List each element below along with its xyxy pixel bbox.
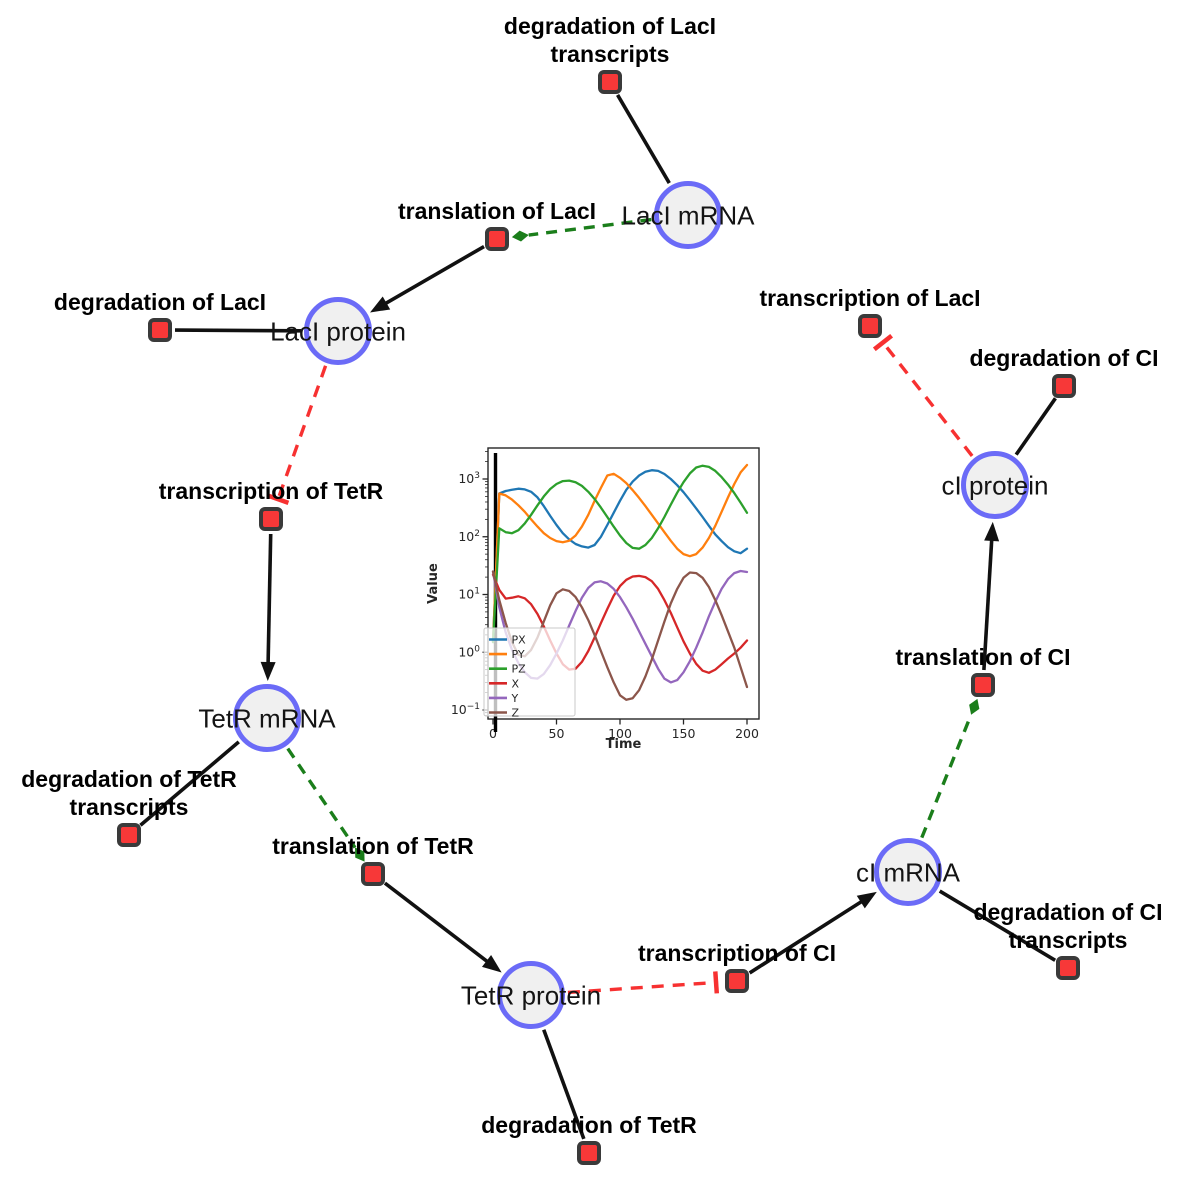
reaction-degradation-of-tetr[interactable] (577, 1141, 601, 1165)
reaction-label-line: transcripts (69, 794, 189, 820)
edge-ci-mrna--translation-of-ci (920, 698, 980, 839)
plot-frame (487, 447, 760, 720)
reaction-label-line: translation of LacI (397, 198, 597, 224)
reaction-label-line: translation of CI (895, 644, 1071, 670)
edge-translation-of-laci--laci-protein (370, 244, 485, 313)
edge-ci-protein--transcription-of-laci (872, 333, 974, 457)
edge-ci-mrna--degradation-of-ci-transcripts (938, 889, 1057, 962)
species-ci-mrna[interactable] (874, 838, 942, 906)
plot-series-PY (491, 463, 749, 644)
reaction-label-degradation-of-ci: degradation of CI (969, 344, 1158, 372)
edge-transcription-of-tetr--tetr-mrna (260, 533, 276, 682)
reaction-label-line: degradation of LacI (53, 289, 267, 315)
reaction-label-degradation-of-laci-transcripts: degradation of LacI transcripts (504, 12, 716, 68)
legend-label-PX: PX (512, 634, 527, 647)
reaction-label-degradation-of-tetr: degradation of TetR (481, 1111, 697, 1139)
edge-tetr-mrna--degradation-of-tetr-transcripts (139, 740, 240, 827)
x-tick-label: 0 (489, 726, 497, 741)
reaction-degradation-of-tetr-transcripts[interactable] (117, 823, 141, 847)
species-label-tetr-protein: TetR protein (460, 980, 602, 1011)
legend-label-Z: Z (512, 707, 520, 720)
legend-label-PZ: PZ (512, 663, 527, 676)
reaction-label-line: transcripts (550, 41, 670, 67)
edge-degradation-of-laci-transcripts--laci-mrna (616, 94, 671, 184)
species-label-laci-mrna: LacI mRNA (621, 200, 755, 231)
reaction-label-degradation-of-tetr-transcripts: degradation of TetR transcripts (21, 765, 237, 821)
species-label-laci-protein: LacI protein (270, 316, 406, 347)
reaction-label-transcription-of-ci: transcription of CI (638, 939, 836, 967)
reaction-label-line: degradation of LacI (503, 13, 717, 39)
edge-tetr-protein--transcription-of-ci (567, 971, 720, 995)
species-label-tetr-mrna: TetR mRNA (198, 703, 336, 734)
reaction-label-translation-of-ci: translation of CI (895, 643, 1070, 671)
x-tick-label: 100 (608, 726, 632, 741)
species-ci-protein[interactable] (961, 451, 1029, 519)
species-label-ci-protein: cI protein (941, 470, 1049, 501)
edge-laci-protein--transcription-of-tetr (266, 365, 328, 506)
reaction-degradation-of-ci-transcripts[interactable] (1056, 956, 1080, 980)
reaction-label-line: transcripts (1008, 927, 1128, 953)
reaction-label-translation-of-laci: translation of LacI (398, 197, 596, 225)
plot-series-PX (491, 469, 749, 644)
reaction-label-transcription-of-tetr: transcription of TetR (159, 477, 383, 505)
edge-tetr-protein--degradation-of-tetr (542, 1029, 586, 1140)
legend-label-X: X (512, 677, 520, 690)
reaction-degradation-of-laci[interactable] (148, 318, 172, 342)
reaction-label-line: translation of TetR (272, 833, 474, 859)
edge-tetr-mrna--translation-of-tetr (286, 747, 365, 862)
edge-transcription-of-ci--ci-mrna (748, 891, 877, 975)
reaction-transcription-of-ci[interactable] (725, 969, 749, 993)
reaction-label-transcription-of-laci: transcription of LacI (759, 284, 980, 312)
y-tick-label: 100 (458, 644, 480, 659)
reaction-translation-of-tetr[interactable] (361, 862, 385, 886)
reaction-label-line: degradation of TetR (21, 766, 237, 792)
reaction-transcription-of-laci[interactable] (858, 314, 882, 338)
reaction-label-line: transcription of LacI (759, 285, 981, 311)
reaction-label-line: transcription of CI (637, 940, 837, 966)
edge-ci-protein--degradation-of-ci (1014, 397, 1057, 456)
reaction-label-line: transcription of TetR (158, 478, 384, 504)
reaction-degradation-of-laci-transcripts[interactable] (598, 70, 622, 94)
plot-series-X (491, 573, 749, 674)
legend-label-Y: Y (511, 692, 519, 705)
species-tetr-protein[interactable] (497, 961, 565, 1029)
y-tick-label: 103 (458, 471, 480, 486)
edge-degradation-of-laci--laci-protein (174, 328, 302, 333)
species-laci-mrna[interactable] (654, 181, 722, 249)
x-tick-label: 200 (735, 726, 759, 741)
y-tick-label: 10−1 (451, 702, 480, 717)
reaction-label-degradation-of-laci: degradation of LacI (54, 288, 266, 316)
species-label-ci-mrna: cI mRNA (856, 857, 960, 888)
y-axis-label: Value (426, 563, 441, 604)
plot-series-PZ (491, 464, 749, 644)
edge-translation-of-ci--ci-protein (982, 521, 1000, 671)
y-tick-label: 101 (458, 587, 480, 602)
reaction-label-line: degradation of CI (969, 345, 1159, 371)
reaction-transcription-of-tetr[interactable] (259, 507, 283, 531)
species-tetr-mrna[interactable] (233, 684, 301, 752)
edge-laci-mrna--translation-of-laci (511, 217, 652, 242)
reaction-label-line: degradation of CI (973, 899, 1163, 925)
reaction-label-degradation-of-ci-transcripts: degradation of CI transcripts (973, 898, 1162, 954)
reaction-degradation-of-ci[interactable] (1052, 374, 1076, 398)
x-tick-label: 50 (549, 726, 565, 741)
y-tick-label: 102 (458, 529, 480, 544)
species-laci-protein[interactable] (304, 297, 372, 365)
x-tick-label: 150 (672, 726, 696, 741)
x-axis-label: Time (606, 737, 642, 752)
legend-label-PY: PY (512, 648, 525, 661)
edge-translation-of-tetr--tetr-protein (383, 881, 502, 973)
reaction-label-translation-of-tetr: translation of TetR (272, 832, 473, 860)
reaction-translation-of-laci[interactable] (485, 227, 509, 251)
reaction-label-line: degradation of TetR (481, 1112, 697, 1138)
reaction-translation-of-ci[interactable] (971, 673, 995, 697)
